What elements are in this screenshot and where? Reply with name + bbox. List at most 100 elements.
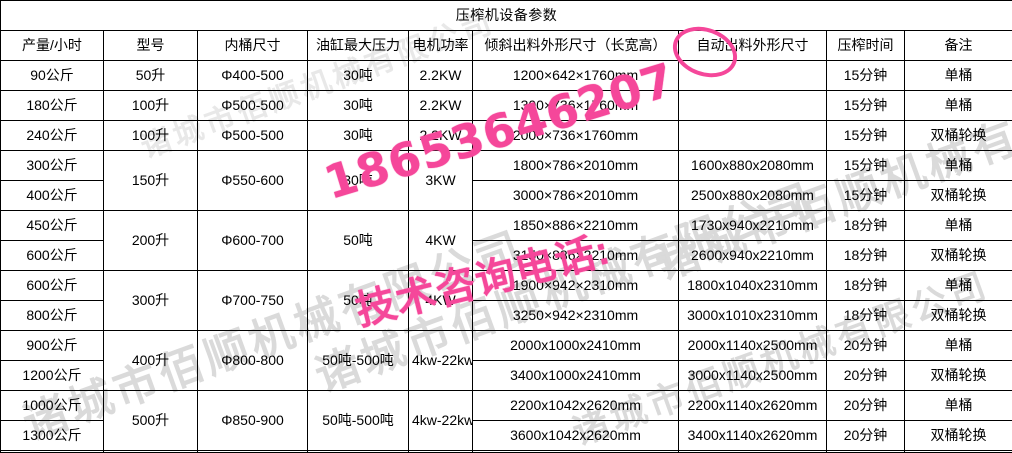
column-header-press-time: 压榨时间 (826, 30, 905, 61)
cell-remark: 单桶 (903, 270, 1012, 301)
cell-tilt-size: 1200×642×1760mm (472, 60, 679, 91)
cell-pressure: 50吨-500吨 (307, 330, 409, 391)
table-row: 90公斤 50升 Φ400-500 30吨 2.2KW 1200×642×176… (0, 60, 1012, 91)
cell-power: 3KW (408, 150, 473, 211)
cell-output: 1300公斤 (0, 420, 104, 451)
cell-output: 400公斤 (0, 180, 104, 211)
column-header-pressure: 油缸最大压力 (307, 30, 409, 61)
cell-pressure: 50吨-500吨 (307, 390, 409, 451)
cell-barrel: Φ500-500 (197, 120, 308, 151)
cell-model: 400升 (103, 330, 198, 391)
cell-auto-size: 2000x1140x2500mm (678, 330, 827, 361)
table-row: 600公斤 300升 Φ700-750 50吨 4KW 1900×942×231… (0, 270, 1012, 331)
cell-tilt-size: 2000x1000x2410mm (472, 330, 679, 361)
cell-power: 4kw-22kw (408, 390, 473, 451)
cell-pressure: 30吨 (307, 150, 409, 211)
cell-output: 450公斤 (0, 210, 104, 241)
cell-auto-size (678, 90, 827, 121)
column-header-remark: 备注 (903, 30, 1012, 61)
column-header-power: 电机功率 (408, 30, 473, 61)
cell-pressure: 30吨 (307, 60, 409, 91)
cell-press-time: 20分钟 (826, 360, 905, 391)
cell-remark: 单桶 (903, 390, 1012, 421)
cell-tilt-size: 1850×886×2210mm (472, 210, 679, 241)
cell-auto-size: 2600x940x2210mm (678, 240, 827, 271)
cell-tilt-size: 3400x1000x2410mm (472, 360, 679, 391)
cell-auto-size (678, 60, 827, 91)
cell-tilt-size: 3600x1042x2620mm (472, 420, 679, 451)
cell-barrel: Φ550-600 (197, 150, 308, 211)
cell-power: 4KW (408, 210, 473, 271)
table-row (0, 450, 1012, 453)
cell-press-time: 18分钟 (826, 240, 905, 271)
cell-output: 1200公斤 (0, 360, 104, 391)
column-header-tilt-size: 倾斜出料外形尺寸（长宽高） (472, 30, 679, 61)
column-header-output: 产量/小时 (0, 30, 104, 61)
cell-barrel: Φ800-800 (197, 330, 308, 391)
cell-output: 90公斤 (0, 60, 104, 91)
cell-remark: 单桶 (903, 90, 1012, 121)
cell-pressure: 50吨 (307, 210, 409, 271)
table-row: 1200公斤 3400x1000x2410mm 3000x1140x2500mm… (0, 360, 1012, 391)
table-row: 450公斤 200升 Φ600-700 50吨 4KW 1850×886×221… (0, 210, 1012, 271)
cell-tilt-size: 2200x1042x2620mm (472, 390, 679, 421)
cell-auto-size: 2500x880x2080mm (678, 180, 827, 211)
cell-remark: 双桶轮换 (903, 420, 1012, 451)
cell-remark: 单桶 (903, 60, 1012, 91)
cell-output: 600公斤 (0, 240, 104, 271)
cell-model: 200升 (103, 210, 198, 271)
cell-tilt-size: 3150×886×2210mm (472, 240, 679, 271)
cell-press-time: 20分钟 (826, 390, 905, 421)
cell-remark: 双桶轮换 (903, 300, 1012, 331)
cell-press-time: 15分钟 (826, 180, 905, 211)
cell-press-time (826, 450, 905, 453)
cell-remark: 单桶 (903, 210, 1012, 241)
cell-power: 4kw-22kw (408, 330, 473, 391)
cell-auto-size (678, 450, 827, 453)
cell-press-time: 15分钟 (826, 150, 905, 181)
cell-auto-size: 3000x1010x2310mm (678, 300, 827, 331)
column-header-barrel: 内桶尺寸 (197, 30, 308, 61)
cell-model: 300升 (103, 270, 198, 331)
table-row: 400公斤 3000×786×2010mm 2500x880x2080mm 15… (0, 180, 1012, 211)
cell-pressure: 50吨 (307, 270, 409, 331)
cell-output: 800公斤 (0, 300, 104, 331)
cell-press-time: 18分钟 (826, 300, 905, 331)
column-header-model: 型号 (103, 30, 198, 61)
cell-power (408, 450, 473, 453)
cell-pressure (307, 450, 409, 453)
cell-output: 900公斤 (0, 330, 104, 361)
title-row: 压榨机设备参数 (0, 0, 1012, 31)
cell-tilt-size (472, 450, 679, 453)
cell-tilt-size: 3250×942×2310mm (472, 300, 679, 331)
cell-press-time: 20分钟 (826, 330, 905, 361)
cell-output: 180公斤 (0, 90, 104, 121)
cell-remark: 单桶 (903, 150, 1012, 181)
cell-tilt-size: 2000×736×1760mm (472, 120, 679, 151)
table-row: 800公斤 3250×942×2310mm 3000x1010x2310mm 1… (0, 300, 1012, 331)
cell-barrel: Φ500-500 (197, 90, 308, 121)
cell-barrel: Φ400-500 (197, 60, 308, 91)
cell-model: 50升 (103, 60, 198, 91)
table-row: 600公斤 3150×886×2210mm 2600x940x2210mm 18… (0, 240, 1012, 271)
cell-remark: 双桶轮换 (903, 240, 1012, 271)
table-row: 300公斤 150升 Φ550-600 30吨 3KW 1800×786×201… (0, 150, 1012, 211)
table-row: 1000公斤 500升 Φ850-900 50吨-500吨 4kw-22kw 2… (0, 390, 1012, 451)
cell-model: 150升 (103, 150, 198, 211)
table-row: 240公斤 100升 Φ500-500 30吨 2.2KW 2000×736×1… (0, 120, 1012, 151)
cell-remark: 双桶轮换 (903, 360, 1012, 391)
cell-barrel (197, 450, 308, 453)
cell-remark: 双桶轮换 (903, 120, 1012, 151)
cell-model: 500升 (103, 390, 198, 451)
cell-tilt-size: 3000×786×2010mm (472, 180, 679, 211)
cell-press-time: 15分钟 (826, 60, 905, 91)
cell-press-time: 18分钟 (826, 270, 905, 301)
cell-output: 1000公斤 (0, 390, 104, 421)
cell-output: 300公斤 (0, 150, 104, 181)
cell-remark: 单桶 (903, 330, 1012, 361)
column-header-auto-size: 自动出料外形尺寸 (678, 30, 827, 61)
cell-tilt-size: 1800×786×2010mm (472, 150, 679, 181)
cell-auto-size: 2200x1140x2620mm (678, 390, 827, 421)
header-row: 产量/小时 型号 内桶尺寸 油缸最大压力 电机功率 倾斜出料外形尺寸（长宽高） … (0, 30, 1012, 61)
